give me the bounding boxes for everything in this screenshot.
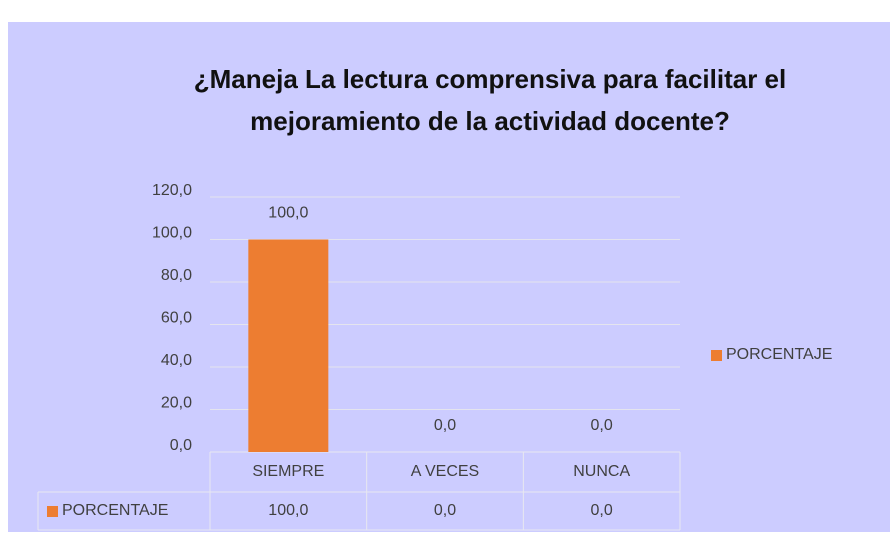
bar <box>248 239 329 452</box>
x-tick-label: SIEMPRE <box>252 463 324 480</box>
table-cell: 100,0 <box>268 502 308 519</box>
table-cell: 0,0 <box>591 502 613 519</box>
y-tick-label: 100,0 <box>152 225 192 242</box>
legend-marker <box>711 350 722 361</box>
chart-title: ¿Maneja La lectura comprensiva para faci… <box>193 64 787 136</box>
data-label: 0,0 <box>434 417 456 434</box>
y-tick-label: 60,0 <box>161 310 192 327</box>
x-tick-label: A VECES <box>411 463 479 480</box>
legend-label: PORCENTAJE <box>726 346 832 363</box>
x-tick-label: NUNCA <box>573 463 630 480</box>
table-row-header: PORCENTAJE <box>62 502 168 519</box>
y-tick-label: 80,0 <box>161 267 192 284</box>
y-tick-label: 40,0 <box>161 352 192 369</box>
y-tick-label: 20,0 <box>161 395 192 412</box>
data-label: 0,0 <box>591 417 613 434</box>
data-label: 100,0 <box>268 205 308 222</box>
chart-background <box>8 22 890 532</box>
y-tick-label: 0,0 <box>170 437 192 454</box>
y-tick-label: 120,0 <box>152 182 192 199</box>
table-legend-marker <box>47 506 58 517</box>
table-cell: 0,0 <box>434 502 456 519</box>
